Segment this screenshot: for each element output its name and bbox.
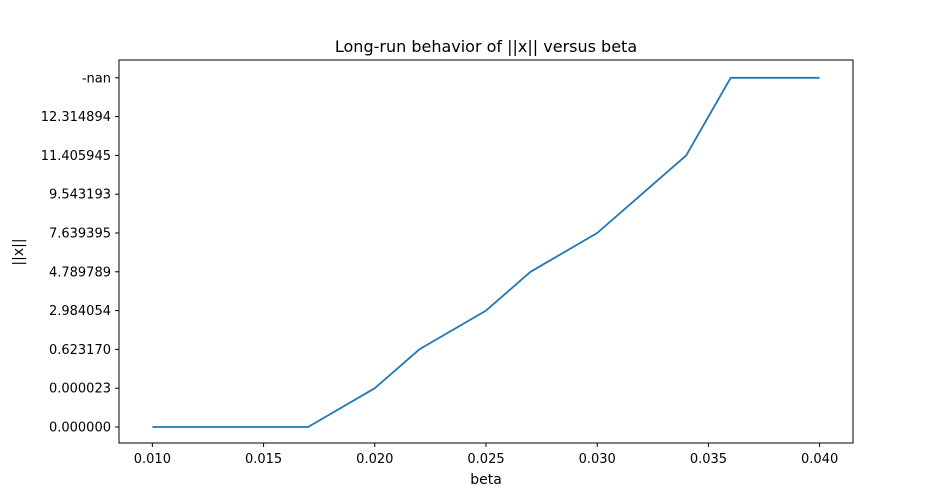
y-axis: 0.000000 0.000023 0.623170 2.984054 4.789789…	[41, 71, 119, 436]
x-axis: 0.010 0.015 0.020 0.025 0.030 0.035 0.040	[134, 443, 838, 467]
y-tick-label: 11.405945	[41, 149, 111, 164]
y-tick-label: 0.623170	[49, 343, 111, 358]
y-axis-label: ||x||	[11, 238, 27, 265]
plot-area	[152, 76, 820, 428]
y-tick-label: 0.000000	[49, 421, 111, 436]
axes-frame	[118, 59, 854, 444]
x-tick-label: 0.015	[245, 452, 282, 467]
y-tick-label: 4.789789	[49, 265, 111, 280]
x-axis-label: beta	[470, 472, 502, 488]
x-tick-label: 0.020	[356, 452, 393, 467]
y-tick-label: 0.000023	[49, 382, 111, 397]
y-tick-label: 9.543193	[49, 188, 111, 203]
series-line	[152, 76, 820, 428]
y-tick-label: -nan	[82, 71, 111, 86]
x-tick-label: 0.010	[134, 452, 171, 467]
chart-title: Long-run behavior of ||x|| versus beta	[335, 37, 637, 56]
x-tick-label: 0.025	[467, 452, 504, 467]
x-tick-label: 0.030	[579, 452, 616, 467]
y-tick-label: 12.314894	[41, 110, 111, 125]
y-tick-label: 7.639395	[49, 227, 111, 242]
x-tick-label: 0.040	[801, 452, 838, 467]
x-tick-label: 0.035	[690, 452, 727, 467]
y-tick-label: 2.984054	[49, 304, 111, 319]
